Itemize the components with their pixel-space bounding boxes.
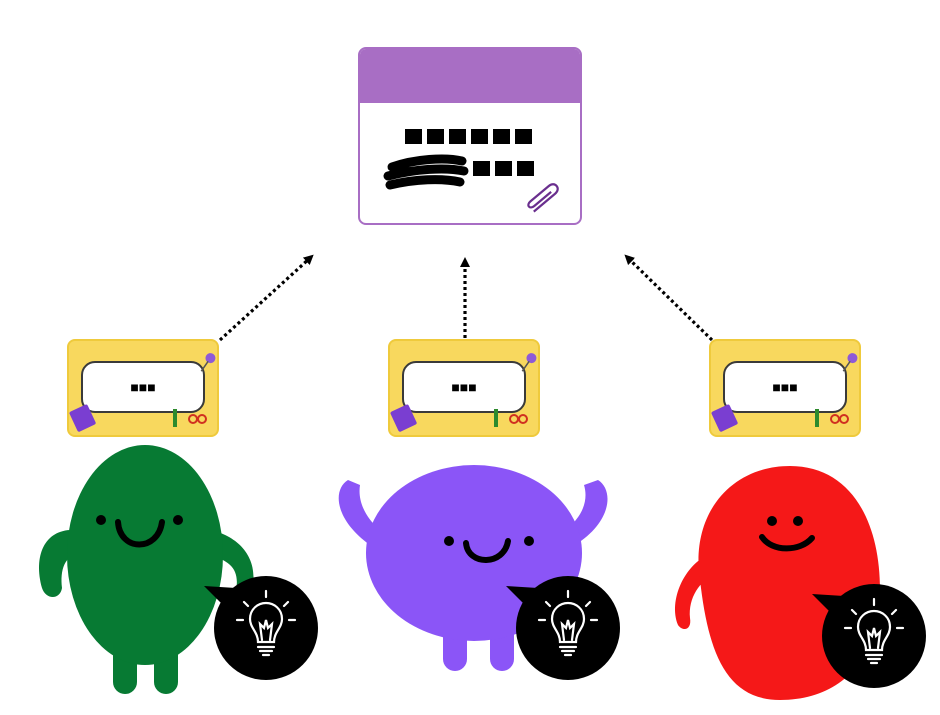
card-note: ■■■ <box>723 361 847 413</box>
eye-left <box>444 536 454 546</box>
arrow-left <box>218 254 314 342</box>
idea-card-purple: ■■■ <box>388 339 540 437</box>
scissors-icon <box>830 414 849 424</box>
idea-card-green: ■■■ <box>67 339 219 437</box>
lightbulb-icon <box>235 589 297 657</box>
eye-left <box>767 516 777 526</box>
pencil-icon <box>173 409 177 427</box>
pencil-icon <box>815 409 819 427</box>
green-character <box>39 445 254 694</box>
card-decoration <box>390 353 537 432</box>
board-line-2 <box>473 161 534 176</box>
board-content <box>383 129 559 213</box>
board-line-1 <box>405 129 532 144</box>
speech-bubble-purple <box>506 576 620 680</box>
card-decoration <box>711 353 858 432</box>
lightbulb-icon <box>537 589 599 657</box>
arrow-right <box>624 254 714 342</box>
smile <box>463 538 511 563</box>
card-note: ■■■ <box>81 361 205 413</box>
speech-bubble-red <box>812 584 926 688</box>
board-header <box>360 49 580 103</box>
eye-right <box>173 515 183 525</box>
smile <box>759 534 815 552</box>
notebook-icon <box>69 404 96 432</box>
idea-card-red: ■■■ <box>709 339 861 437</box>
eye-left <box>96 515 106 525</box>
eye-right <box>524 536 534 546</box>
notebook-icon <box>711 404 738 432</box>
shared-board <box>358 47 582 225</box>
pushpin-icon <box>521 353 537 372</box>
scribble-redaction <box>383 154 469 190</box>
paperclip-icon <box>527 183 559 213</box>
card-note: ■■■ <box>402 361 526 413</box>
scissors-icon <box>188 414 207 424</box>
scissors-icon <box>509 414 528 424</box>
pencil-icon <box>494 409 498 427</box>
card-decoration <box>69 353 216 432</box>
pushpin-icon <box>200 353 216 372</box>
notebook-icon <box>390 404 417 432</box>
eye-right <box>793 516 803 526</box>
speech-bubble-green <box>204 576 318 680</box>
lightbulb-icon <box>843 597 905 665</box>
smile <box>115 519 165 548</box>
pushpin-icon <box>842 353 858 372</box>
